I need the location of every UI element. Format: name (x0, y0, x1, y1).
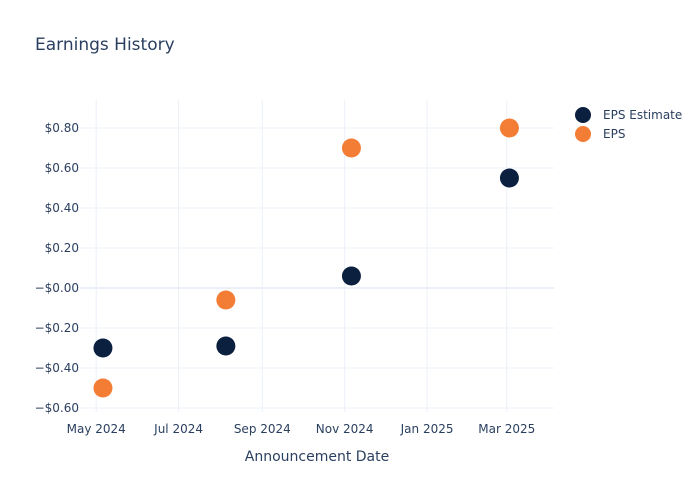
y-axis-ticks: −$0.60 −$0.40 −$0.20 −$0.00 $0.20 $0.40 $0.60 $… (35, 121, 79, 415)
y-tick-label: $0.40 (45, 201, 79, 215)
y-tick-label: −$0.20 (35, 321, 79, 335)
y-tick-label: −$0.60 (35, 401, 79, 415)
data-points (93, 118, 519, 398)
y-tick-label: $0.60 (45, 161, 79, 175)
x-axis-ticks: May 2024 Jul 2024 Sep 2024 Nov 2024 Jan 2025… (67, 422, 536, 436)
x-tick-label: May 2024 (67, 422, 126, 436)
x-axis-title: Announcement Date (245, 449, 389, 465)
y-tick-label: −$0.40 (35, 361, 79, 375)
scatter-point-eps[interactable] (93, 378, 113, 398)
scatter-point-eps-estimate[interactable] (93, 338, 113, 358)
x-tick-label: Sep 2024 (234, 422, 291, 436)
scatter-point-eps-estimate[interactable] (216, 336, 236, 356)
scatter-point-eps-estimate[interactable] (341, 266, 361, 286)
chart-title: Earnings History (35, 35, 175, 55)
legend[interactable]: EPS Estimate EPS (575, 107, 682, 142)
grid-layer (80, 100, 554, 412)
x-tick-label: Mar 2025 (478, 422, 535, 436)
y-tick-label: $0.20 (45, 241, 79, 255)
legend-marker (575, 107, 591, 123)
x-tick-label: Nov 2024 (316, 422, 374, 436)
legend-label[interactable]: EPS (603, 127, 625, 141)
y-tick-label: −$0.00 (35, 281, 79, 295)
x-tick-label: Jan 2025 (400, 422, 454, 436)
x-tick-label: Jul 2024 (153, 422, 203, 436)
y-tick-label: $0.80 (45, 121, 79, 135)
scatter-point-eps[interactable] (499, 118, 519, 138)
legend-label[interactable]: EPS Estimate (603, 108, 682, 122)
scatter-point-eps[interactable] (216, 290, 236, 310)
scatter-point-eps[interactable] (341, 138, 361, 158)
legend-marker (575, 126, 591, 142)
scatter-point-eps-estimate[interactable] (499, 168, 519, 188)
